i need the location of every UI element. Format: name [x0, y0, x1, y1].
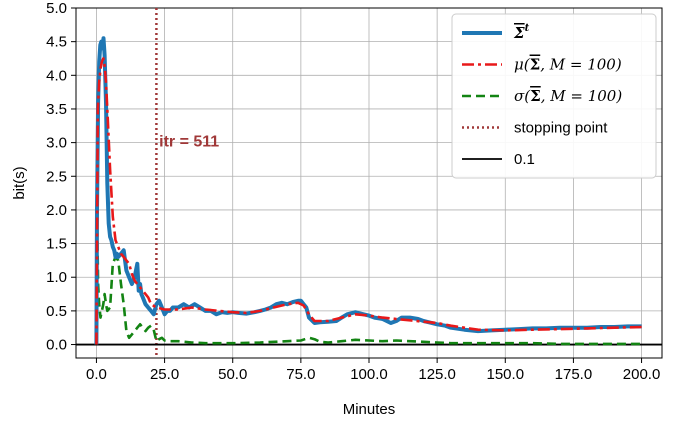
legend-label-sigma: σ(Σ, M = 100) [514, 87, 622, 105]
y-tick-label: 2.5 [46, 168, 67, 185]
stopping-point-annotation: itr = 511 [159, 134, 219, 151]
y-tick-label: 0.0 [46, 337, 67, 354]
legend-item-sigma: σ(Σ, M = 100) [462, 87, 622, 105]
grid-lines [76, 7, 662, 358]
legend-label-stopping-point: stopping point [514, 120, 608, 137]
series-line-sigma [95, 228, 642, 346]
x-tick-label: 75.0 [286, 366, 315, 383]
x-tick-label: 25.0 [150, 366, 179, 383]
legend-label-threshold: 0.1 [514, 151, 535, 168]
legend-box [451, 13, 657, 179]
y-tick-label: 1.0 [46, 269, 67, 286]
y-axis-label: bit(s) [11, 166, 28, 199]
annotation-layer: itr = 511 [159, 134, 219, 151]
series-layer [94, 36, 642, 346]
x-tick-label: 200.0 [623, 366, 661, 383]
y-tick-label: 1.5 [46, 236, 67, 253]
legend-label-mu: μ(Σ, M = 100) [514, 56, 622, 74]
x-tick-label: 125.0 [418, 366, 456, 383]
legend: Σt μ(Σ, M = 100) σ(Σ, M = 100) stopping … [451, 13, 657, 179]
y-tick-label: 4.5 [46, 34, 67, 51]
x-axis-ticks: 0.0 25.0 50.0 75.0 100.0 125.0 150.0 175.0 200.0 [86, 358, 660, 383]
y-tick-label: 4.0 [46, 67, 67, 84]
y-axis-ticks: 0.0 0.5 1.0 1.5 2.0 2.5 3.0 3.5 4.0 4.5 5.0 [46, 0, 76, 354]
x-tick-label: 150.0 [487, 366, 525, 383]
x-tick-label: 0.0 [86, 366, 107, 383]
legend-item-stopping-point: stopping point [462, 120, 608, 137]
x-tick-label: 175.0 [555, 366, 593, 383]
legend-label-sigma-bar: Σt [513, 23, 530, 42]
y-tick-label: 0.5 [46, 303, 67, 320]
legend-item-threshold: 0.1 [462, 151, 535, 168]
x-axis-label: Minutes [343, 401, 396, 418]
y-tick-label: 2.0 [46, 202, 67, 219]
legend-item-sigma-bar: Σt [462, 23, 530, 42]
y-tick-label: 3.0 [46, 135, 67, 152]
series-line-mu [95, 57, 642, 345]
x-tick-label: 100.0 [350, 366, 388, 383]
y-tick-label: 3.5 [46, 101, 67, 118]
y-tick-label: 5.0 [46, 0, 67, 17]
legend-item-mu: μ(Σ, M = 100) [462, 56, 622, 74]
x-tick-label: 50.0 [218, 366, 247, 383]
